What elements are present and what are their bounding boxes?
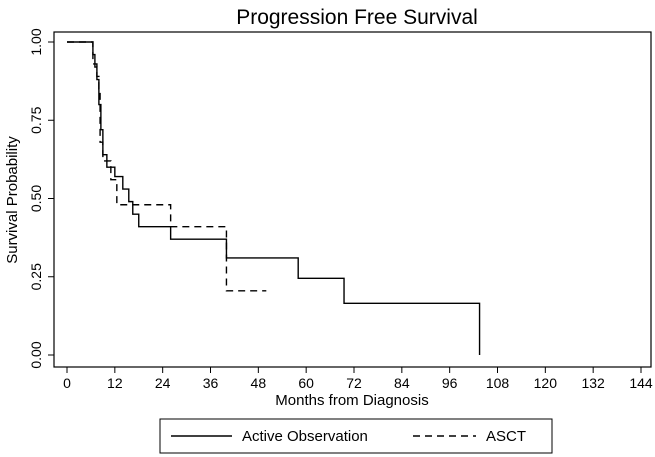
series-active-observation-line xyxy=(67,41,481,355)
x-tick-label: 96 xyxy=(442,375,458,391)
x-tick-label: 144 xyxy=(629,375,653,391)
x-tick-label: 60 xyxy=(298,375,314,391)
legend-label-asct: ASCT xyxy=(486,428,526,445)
x-tick-label: 84 xyxy=(394,375,410,391)
x-tick-label: 36 xyxy=(203,375,219,391)
series-asct-line xyxy=(67,41,267,292)
x-tick-label: 12 xyxy=(107,375,123,391)
x-tick-label: 132 xyxy=(581,375,605,391)
y-axis-label: Survival Probability xyxy=(4,136,21,264)
x-tick-label: 24 xyxy=(155,375,171,391)
legend-label-active-observation: Active Observation xyxy=(242,428,368,445)
chart-title: Progression Free Survival xyxy=(236,6,478,29)
x-tick-label: 72 xyxy=(346,375,362,391)
x-tick-label: 120 xyxy=(534,375,558,391)
x-tick-label: 0 xyxy=(63,375,71,391)
x-axis: 0 12 24 36 48 60 72 84 96 108 120 132 144 xyxy=(63,367,653,391)
y-tick-label: 1.00 xyxy=(28,28,44,55)
series-layer xyxy=(67,41,481,355)
y-tick-label: 0.00 xyxy=(28,341,44,368)
legend: Active Observation ASCT xyxy=(159,418,553,454)
x-axis-label: Months from Diagnosis xyxy=(275,392,428,409)
y-axis: 0.00 0.25 0.50 0.75 1.00 xyxy=(28,28,54,369)
y-tick-label: 0.50 xyxy=(28,185,44,212)
x-tick-label: 108 xyxy=(486,375,510,391)
y-tick-label: 0.25 xyxy=(28,263,44,290)
x-tick-label: 48 xyxy=(251,375,267,391)
legend-box xyxy=(159,418,553,454)
y-tick-label: 0.75 xyxy=(28,106,44,133)
plot-area-frame xyxy=(53,31,652,368)
